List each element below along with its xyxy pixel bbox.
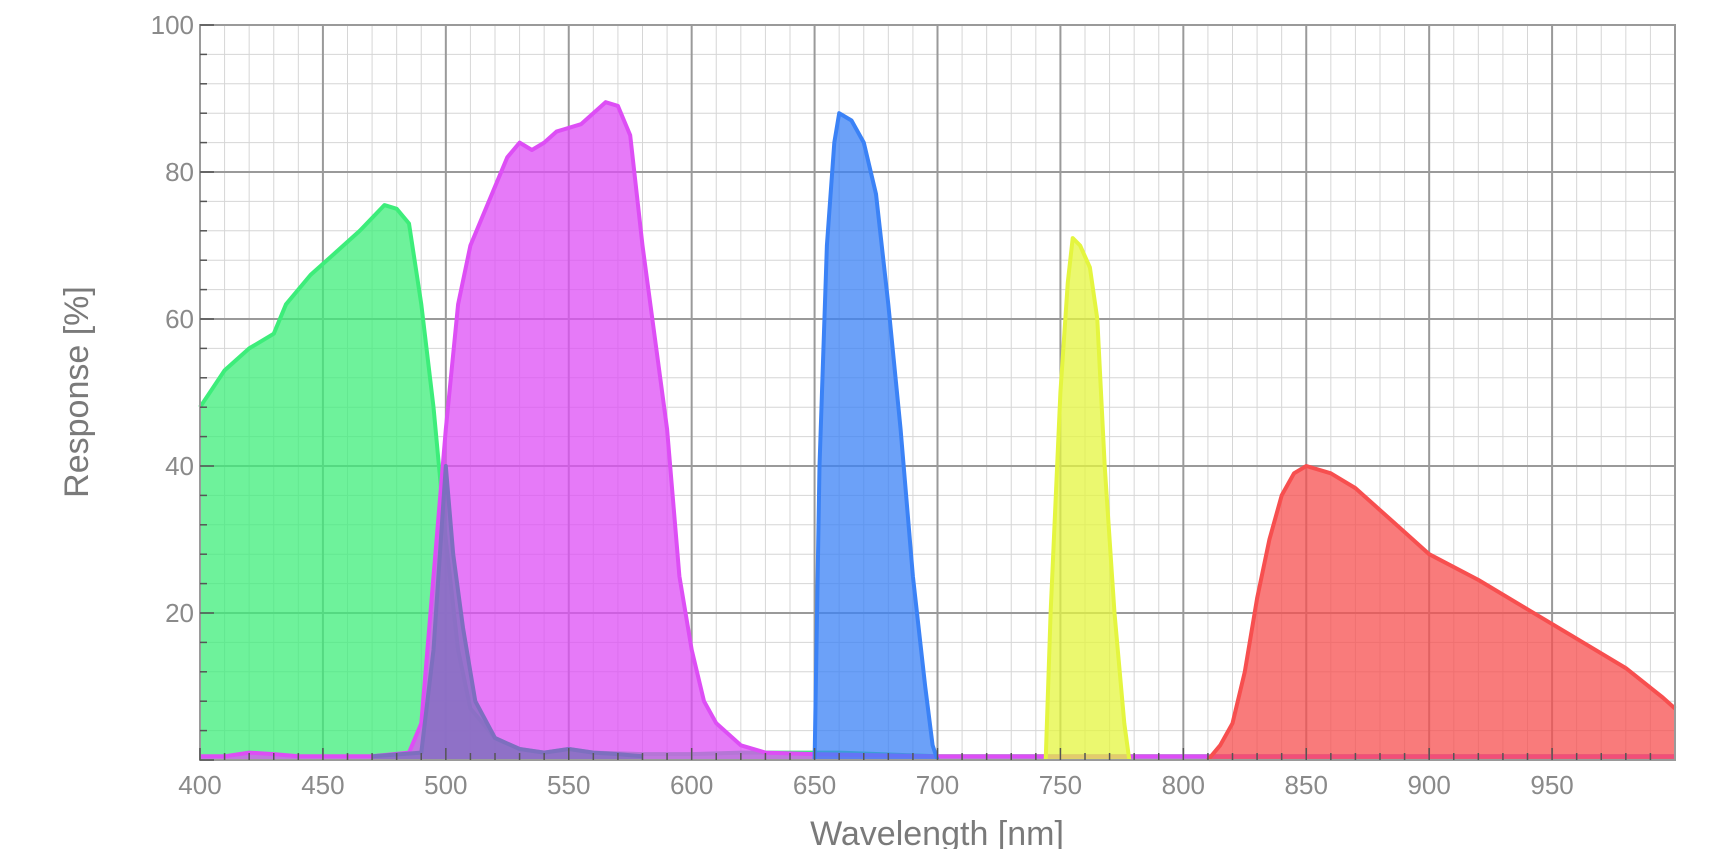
x-tick-labels: 400 450 500 550 600 650 700 750 800 850 900 950 [178, 770, 1573, 800]
x-tick-label: 650 [793, 770, 836, 800]
series-area-4 [1045, 238, 1130, 761]
series-line-3 [812, 111, 940, 761]
series-line-6 [371, 464, 643, 759]
x-tick-label: 950 [1530, 770, 1573, 800]
x-tick-label: 700 [916, 770, 959, 800]
x-tick-label: 450 [301, 770, 344, 800]
response-areas [198, 100, 1677, 762]
series-line-4 [1043, 236, 1132, 761]
y-tick-label: 60 [165, 304, 194, 334]
series-area-2 [200, 102, 1675, 760]
axis-ticks [199, 24, 1652, 761]
y-tick-labels: 20 40 60 80 100 [151, 10, 194, 628]
x-tick-label: 900 [1407, 770, 1450, 800]
y-tick-label: 20 [165, 598, 194, 628]
x-tick-label: 550 [547, 770, 590, 800]
series-area-3 [814, 113, 938, 760]
x-tick-label: 850 [1285, 770, 1328, 800]
x-tick-label: 500 [424, 770, 467, 800]
y-tick-label: 100 [151, 10, 194, 40]
series-area-1 [200, 205, 1675, 761]
y-tick-label: 40 [165, 451, 194, 481]
x-tick-label: 600 [670, 770, 713, 800]
y-axis-title: Response [%] [58, 286, 96, 498]
series-line-5 [1206, 464, 1677, 762]
x-tick-label: 750 [1039, 770, 1082, 800]
x-tick-label: 400 [178, 770, 221, 800]
x-axis-title: Wavelength [nm] [810, 815, 1064, 849]
series-area-6 [372, 466, 643, 760]
y-tick-label: 80 [165, 157, 194, 187]
series-area-5 [1207, 466, 1675, 760]
x-tick-label: 800 [1162, 770, 1205, 800]
